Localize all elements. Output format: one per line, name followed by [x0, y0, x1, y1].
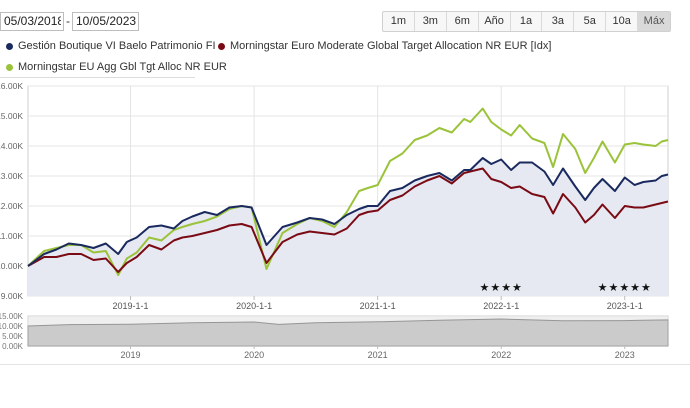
y-tick-label: 10.00K [0, 261, 23, 271]
x-tick-label: 2021-1-1 [360, 301, 396, 311]
navigator-selection [29, 317, 667, 345]
navigator-x-label: 2021 [368, 350, 388, 360]
legend-marker-icon [218, 42, 225, 50]
y-tick-label: 9.00K [1, 291, 24, 301]
legend-item-1[interactable]: Morningstar Euro Moderate Global Target … [218, 38, 551, 54]
y-tick-label: 16.00K [0, 81, 23, 91]
navigator-y-label: 15.00K [0, 312, 24, 321]
legend-divider [0, 77, 195, 78]
range-button-7[interactable]: 10a [606, 12, 639, 31]
star-rating-icon: ★★★★★ [598, 281, 652, 294]
legend-marker-icon [6, 63, 13, 71]
navigator-y-label: 0.00K [2, 342, 24, 351]
navigator-x-label: 2019 [121, 350, 141, 360]
legend-label: Gestión Boutique VI Baelo Patrimonio FI [18, 40, 216, 52]
y-tick-label: 11.00K [0, 231, 23, 241]
y-tick-label: 15.00K [0, 111, 23, 121]
y-tick-label: 12.00K [0, 201, 23, 211]
range-button-3[interactable]: Año [479, 12, 511, 31]
legend-label: Morningstar EU Agg Gbl Tgt Alloc NR EUR [18, 61, 227, 73]
y-tick-label: 14.00K [0, 141, 23, 151]
star-rating-icon: ★★★★ [479, 281, 522, 294]
range-button-8[interactable]: Máx [638, 12, 671, 31]
range-button-2[interactable]: 6m [447, 12, 479, 31]
navigator-x-label: 2023 [615, 350, 635, 360]
x-tick-label: 2022-1-1 [483, 301, 519, 311]
navigator-y-label: 10.00K [0, 322, 24, 331]
legend-marker-icon [6, 42, 13, 50]
x-tick-label: 2020-1-1 [236, 301, 272, 311]
range-selector: 1m 3m 6m Año 1a 3a 5a 10a Máx [382, 11, 672, 32]
range-button-4[interactable]: 1a [511, 12, 543, 31]
navigator-y-label: 5.00K [2, 332, 24, 341]
series-line-1 [27, 167, 669, 273]
range-button-5[interactable]: 3a [542, 12, 575, 31]
series-line-2 [27, 107, 669, 276]
navigator-series [27, 318, 669, 347]
series-line-0 [27, 157, 669, 267]
legend-label: Morningstar Euro Moderate Global Target … [230, 40, 552, 52]
bottom-divider [0, 364, 690, 365]
navigator-x-label: 2022 [491, 350, 511, 360]
legend-item-2[interactable]: Morningstar EU Agg Gbl Tgt Alloc NR EUR [6, 59, 227, 75]
x-tick-label: 2019-1-1 [113, 301, 149, 311]
navigator-x-label: 2020 [244, 350, 264, 360]
range-button-0[interactable]: 1m [383, 12, 415, 31]
legend-item-0[interactable]: Gestión Boutique VI Baelo Patrimonio FI [6, 38, 216, 54]
range-button-6[interactable]: 5a [574, 12, 607, 31]
date-separator: - [66, 14, 70, 28]
y-tick-label: 13.00K [0, 171, 23, 181]
date-from-input[interactable] [0, 12, 64, 31]
date-to-input[interactable] [72, 12, 139, 31]
performance-chart: 9.00K 10.00K 11.00K 12.00K 13.00K 14.00K 15.00… [0, 81, 669, 360]
x-tick-label: 2023-1-1 [607, 301, 643, 311]
range-button-1[interactable]: 3m [415, 12, 447, 31]
